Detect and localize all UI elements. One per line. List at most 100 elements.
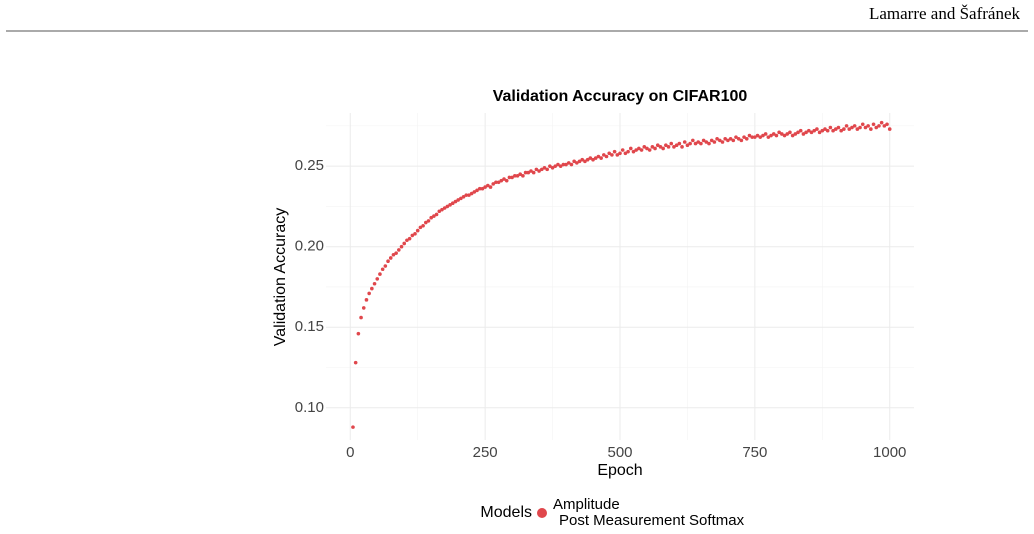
- x-tick-label: 0: [346, 444, 354, 461]
- point: [844, 124, 849, 128]
- x-tick-label: 250: [473, 444, 498, 461]
- point: [753, 135, 757, 139]
- point: [828, 125, 833, 130]
- point: [599, 156, 603, 160]
- point: [456, 198, 460, 202]
- point: [858, 125, 862, 130]
- legend-marker: [537, 508, 547, 518]
- chart-title: Validation Accuracy on CIFAR100: [493, 88, 748, 105]
- point: [539, 167, 544, 172]
- point: [448, 203, 452, 207]
- point: [572, 159, 576, 164]
- point: [413, 232, 417, 236]
- point: [882, 124, 887, 128]
- point: [798, 128, 803, 133]
- point: [445, 204, 450, 209]
- point: [855, 127, 860, 131]
- point: [548, 164, 552, 168]
- point: [758, 135, 763, 139]
- point: [356, 331, 361, 336]
- point: [421, 223, 425, 228]
- point: [642, 145, 647, 149]
- legend-label: Post Measurement Softmax: [559, 512, 745, 529]
- point: [434, 212, 439, 217]
- point: [647, 148, 652, 152]
- point: [796, 130, 800, 135]
- point: [852, 124, 857, 128]
- y-axis-label: Validation Accuracy: [272, 208, 289, 346]
- point: [440, 207, 444, 212]
- point: [742, 135, 746, 139]
- running-header: Lamarre and Šafránek: [869, 4, 1021, 23]
- point: [507, 175, 512, 180]
- point: [871, 122, 876, 127]
- point: [874, 125, 879, 130]
- point: [545, 167, 549, 172]
- x-axis-label: Epoch: [597, 462, 642, 479]
- point: [842, 127, 846, 131]
- point: [877, 124, 881, 128]
- point: [782, 133, 787, 138]
- point: [707, 141, 711, 146]
- point: [537, 169, 541, 173]
- point: [669, 141, 674, 146]
- point: [542, 165, 547, 170]
- point: [361, 306, 366, 310]
- point: [580, 157, 585, 162]
- point: [577, 159, 582, 164]
- point: [593, 156, 598, 160]
- point: [564, 162, 568, 167]
- point: [885, 122, 889, 127]
- point: [394, 251, 398, 255]
- point: [672, 145, 676, 149]
- point: [351, 425, 355, 429]
- point: [513, 174, 517, 178]
- point: [650, 145, 655, 149]
- y-tick-label: 0.20: [295, 238, 324, 255]
- point: [556, 162, 560, 167]
- point: [469, 191, 474, 196]
- point: [701, 138, 706, 143]
- point: [453, 199, 458, 204]
- x-tick-label: 500: [607, 444, 632, 461]
- point: [677, 141, 682, 146]
- point: [442, 206, 447, 210]
- point: [788, 130, 792, 135]
- point: [766, 135, 771, 139]
- point: [712, 140, 717, 144]
- point: [391, 252, 396, 257]
- point: [664, 143, 668, 148]
- point: [353, 360, 358, 365]
- point: [510, 175, 514, 180]
- y-tick-label: 0.25: [295, 157, 324, 174]
- y-tick-label: 0.10: [295, 399, 324, 416]
- legend-label: Amplitude: [553, 496, 620, 513]
- point: [691, 138, 695, 143]
- point: [847, 127, 852, 131]
- point: [491, 182, 496, 186]
- point: [486, 183, 490, 188]
- point: [723, 136, 727, 141]
- point: [531, 170, 536, 175]
- point: [464, 193, 469, 197]
- point: [863, 125, 868, 130]
- point: [620, 148, 625, 152]
- point: [375, 277, 380, 281]
- point: [739, 138, 744, 143]
- point: [488, 185, 493, 189]
- point: [499, 178, 504, 183]
- point: [402, 241, 407, 246]
- point: [728, 136, 733, 141]
- point: [680, 145, 684, 149]
- point: [523, 170, 528, 175]
- point: [367, 291, 371, 296]
- point: [699, 141, 703, 146]
- point: [879, 120, 884, 125]
- point: [809, 130, 814, 135]
- point: [807, 128, 811, 133]
- point: [825, 128, 830, 133]
- point: [561, 162, 566, 167]
- point: [823, 127, 827, 131]
- point: [763, 132, 768, 136]
- point: [761, 133, 765, 138]
